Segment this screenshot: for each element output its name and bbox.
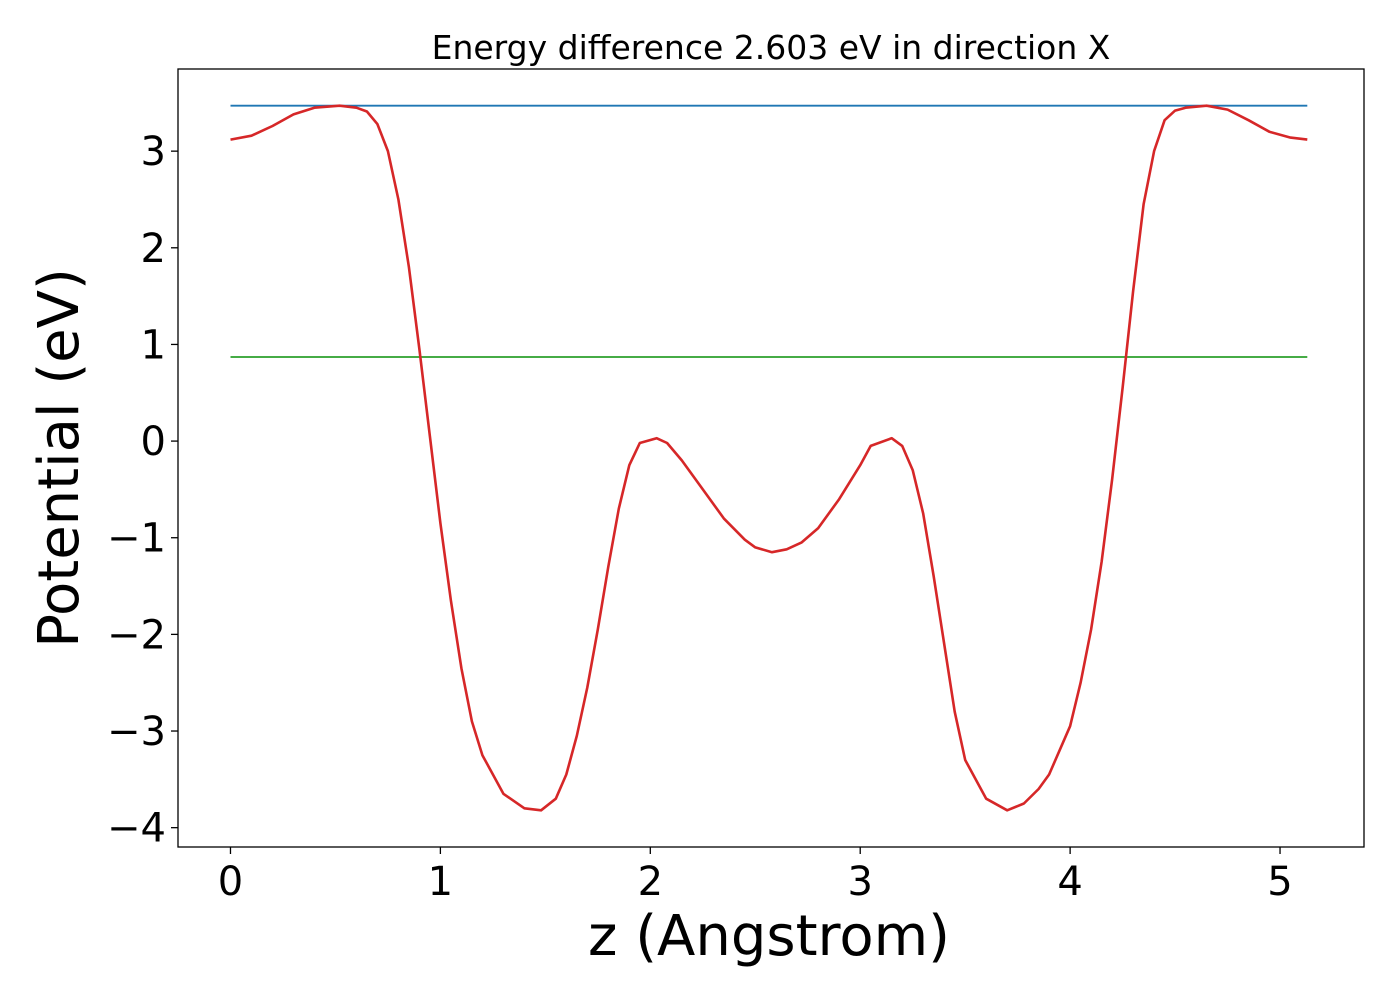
- y-tick-label: 3: [141, 129, 166, 175]
- x-tick-label: 2: [638, 859, 663, 905]
- y-tick-label: 1: [141, 322, 166, 368]
- y-tick-label: 2: [141, 226, 166, 272]
- y-tick-label: −3: [107, 709, 166, 755]
- y-tick-label: −4: [107, 806, 166, 852]
- chart-title: Energy difference 2.603 eV in direction …: [432, 28, 1111, 67]
- y-axis: 3 2 1 0 −1 −2 −3 −4: [107, 129, 178, 852]
- x-tick-label: 0: [218, 859, 243, 905]
- x-axis-label: z (Angstrom): [588, 904, 950, 969]
- y-axis-label: Potential (eV): [27, 268, 92, 648]
- series-line-3: [230, 104, 1308, 812]
- plot-frame: [177, 68, 1365, 848]
- y-tick-label: −2: [107, 612, 166, 658]
- y-tick-label: 0: [141, 419, 166, 465]
- x-axis: 0 1 2 3 4 5: [218, 847, 1293, 905]
- x-tick-label: 3: [847, 859, 872, 905]
- x-tick-label: 4: [1057, 859, 1082, 905]
- series-layer: [230, 104, 1308, 812]
- x-tick-label: 5: [1267, 859, 1292, 905]
- x-tick-label: 1: [428, 859, 453, 905]
- y-tick-label: −1: [107, 516, 166, 562]
